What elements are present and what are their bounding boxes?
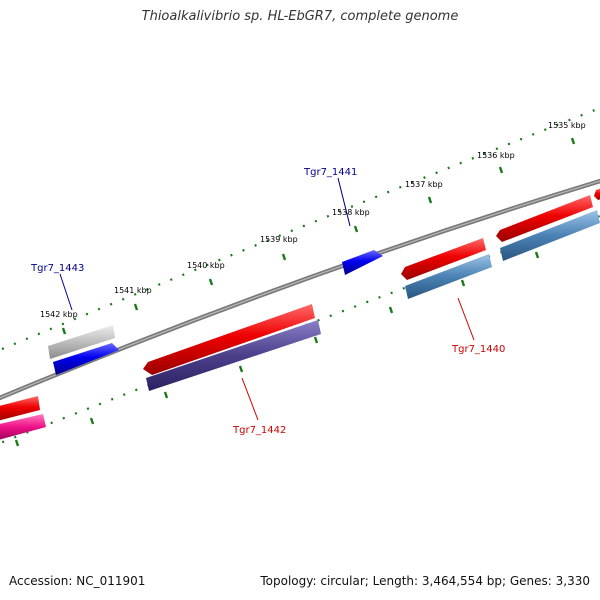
reverse-strand-genes	[0, 210, 600, 440]
scale-label-1540: 1540 kbp	[187, 261, 225, 270]
label-leaders	[59, 177, 475, 421]
outer-major-ticks	[61, 137, 576, 335]
outer-tick-ring	[0, 106, 600, 352]
scale-label-1542: 1542 kbp	[40, 310, 78, 319]
accession-label: Accession: NC_011901	[9, 574, 146, 588]
scale-label-1539: 1539 kbp	[260, 235, 298, 244]
leader-1441	[337, 177, 351, 227]
scale-label-1538: 1538 kbp	[332, 208, 370, 217]
forward-strand-genes	[0, 188, 600, 421]
genome-summary: Topology: circular; Length: 3,464,554 bp…	[260, 574, 590, 588]
leader-1442	[241, 377, 259, 421]
gene-blue-1441[interactable]	[342, 250, 383, 275]
scale-labels: 1535 kbp 1536 kbp 1537 kbp 1538 kbp 1539…	[40, 121, 586, 319]
inner-major-ticks	[14, 251, 540, 447]
gene-grey-forward[interactable]	[48, 325, 115, 359]
gene-red-right[interactable]	[496, 195, 593, 242]
gene-label-1442[interactable]: Tgr7_1442	[232, 425, 286, 436]
gene-steel-right[interactable]	[500, 210, 600, 261]
gene-label-1441[interactable]: Tgr7_1441	[303, 167, 357, 178]
gene-blue-1443[interactable]	[53, 343, 119, 375]
gene-steel-1440[interactable]	[405, 254, 492, 299]
scale-label-1535: 1535 kbp	[548, 121, 586, 130]
gene-label-1440[interactable]: Tgr7_1440	[451, 344, 505, 355]
scale-label-1536: 1536 kbp	[477, 151, 515, 160]
gene-red-1440[interactable]	[401, 238, 486, 280]
scale-label-1537: 1537 kbp	[405, 180, 443, 189]
gene-indigo-1442[interactable]	[146, 320, 321, 391]
gene-red-left[interactable]	[0, 396, 40, 421]
genome-title: Thioalkalivibrio sp. HL-EbGR7, complete …	[141, 9, 459, 24]
gene-pink-left[interactable]	[0, 414, 46, 440]
gene-red-1442[interactable]	[143, 304, 315, 375]
genome-backbone	[0, 178, 600, 401]
gene-red-edge[interactable]	[594, 188, 600, 200]
gene-labels: Tgr7_1441 Tgr7_1443 Tgr7_1440 Tgr7_1442	[30, 167, 505, 436]
scale-label-1541: 1541 kbp	[114, 286, 152, 295]
leader-1440	[457, 297, 475, 341]
leader-1443	[59, 273, 73, 311]
gene-label-1443[interactable]: Tgr7_1443	[30, 263, 84, 274]
